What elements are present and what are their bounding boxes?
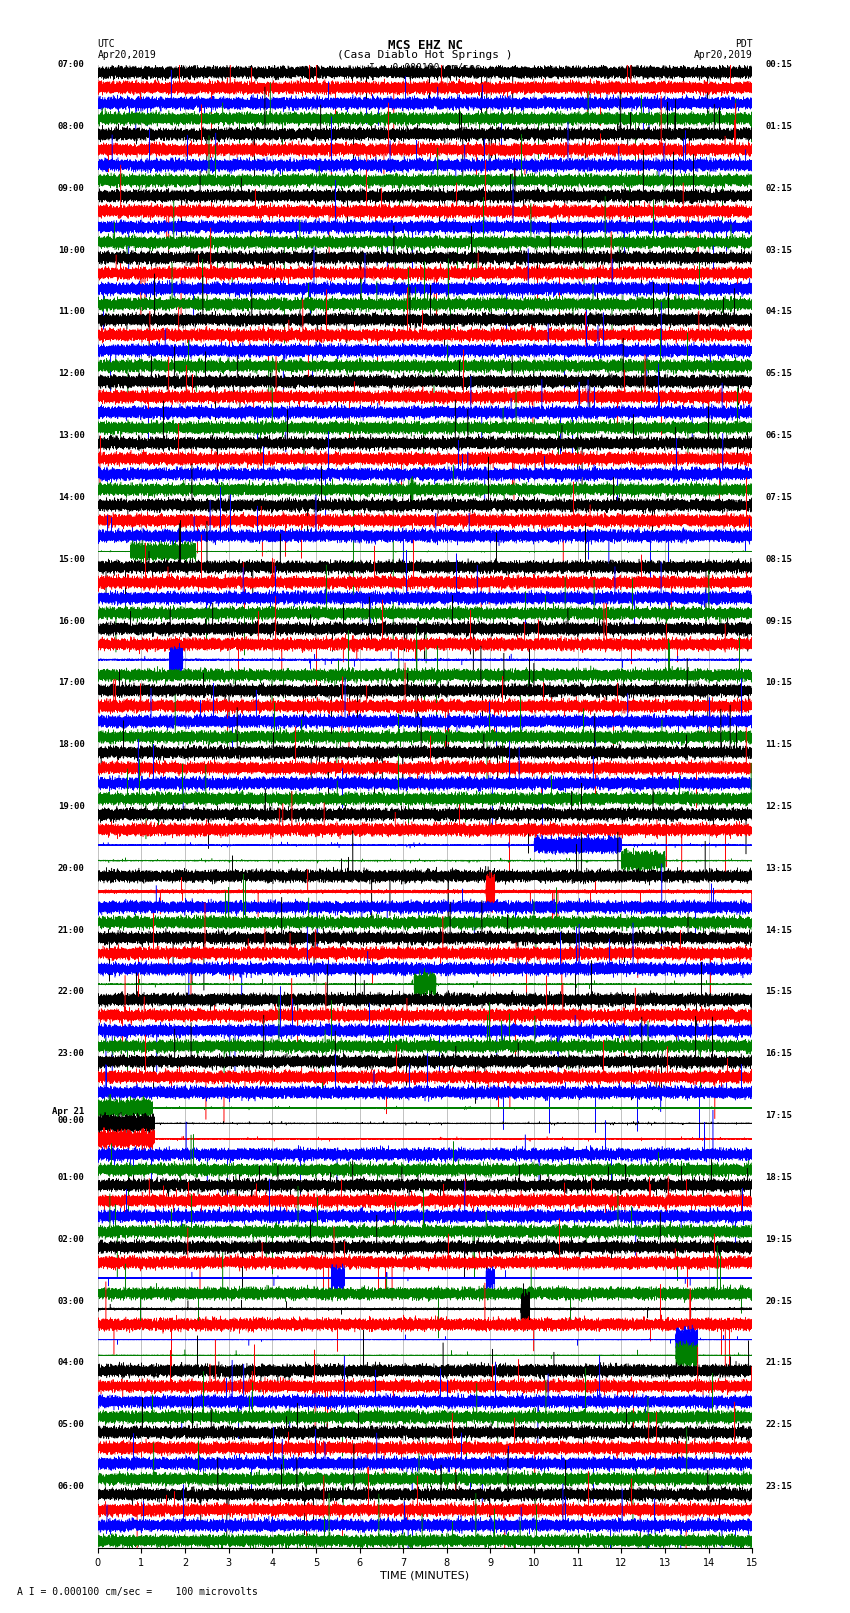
Text: 18:00: 18:00 [58, 740, 85, 748]
Text: MCS EHZ NC: MCS EHZ NC [388, 39, 462, 52]
Text: 15:00: 15:00 [58, 555, 85, 563]
Text: 09:15: 09:15 [765, 616, 792, 626]
Text: 22:15: 22:15 [765, 1421, 792, 1429]
Text: 08:00: 08:00 [58, 123, 85, 131]
Text: 00:15: 00:15 [765, 60, 792, 69]
Text: 20:15: 20:15 [765, 1297, 792, 1305]
Text: 01:15: 01:15 [765, 123, 792, 131]
Text: 05:00: 05:00 [58, 1421, 85, 1429]
Text: 11:15: 11:15 [765, 740, 792, 748]
Text: Apr20,2019: Apr20,2019 [98, 50, 156, 60]
Text: UTC: UTC [98, 39, 116, 48]
Text: 20:00: 20:00 [58, 865, 85, 873]
Text: 06:15: 06:15 [765, 431, 792, 440]
Text: Apr 21: Apr 21 [53, 1107, 85, 1116]
Text: Apr20,2019: Apr20,2019 [694, 50, 752, 60]
Text: 09:00: 09:00 [58, 184, 85, 192]
Text: 10:00: 10:00 [58, 245, 85, 255]
Text: 23:15: 23:15 [765, 1482, 792, 1490]
Text: 12:00: 12:00 [58, 369, 85, 377]
X-axis label: TIME (MINUTES): TIME (MINUTES) [381, 1571, 469, 1581]
Text: 21:00: 21:00 [58, 926, 85, 934]
Text: (Casa Diablo Hot Springs ): (Casa Diablo Hot Springs ) [337, 50, 513, 60]
Text: 13:00: 13:00 [58, 431, 85, 440]
Text: 02:00: 02:00 [58, 1236, 85, 1244]
Text: 19:00: 19:00 [58, 802, 85, 811]
Text: 17:00: 17:00 [58, 679, 85, 687]
Text: 04:00: 04:00 [58, 1358, 85, 1368]
Text: 07:15: 07:15 [765, 494, 792, 502]
Text: PDT: PDT [734, 39, 752, 48]
Text: 22:00: 22:00 [58, 987, 85, 997]
Text: 04:15: 04:15 [765, 308, 792, 316]
Text: 19:15: 19:15 [765, 1236, 792, 1244]
Text: 12:15: 12:15 [765, 802, 792, 811]
Text: 17:15: 17:15 [765, 1111, 792, 1119]
Text: 03:00: 03:00 [58, 1297, 85, 1305]
Text: 16:15: 16:15 [765, 1050, 792, 1058]
Text: 06:00: 06:00 [58, 1482, 85, 1490]
Text: 23:00: 23:00 [58, 1050, 85, 1058]
Text: 00:00: 00:00 [58, 1116, 85, 1124]
Text: 14:00: 14:00 [58, 494, 85, 502]
Text: 07:00: 07:00 [58, 60, 85, 69]
Text: 02:15: 02:15 [765, 184, 792, 192]
Text: 01:00: 01:00 [58, 1173, 85, 1182]
Text: 16:00: 16:00 [58, 616, 85, 626]
Text: 14:15: 14:15 [765, 926, 792, 934]
Text: I = 0.000100 cm/sec: I = 0.000100 cm/sec [369, 63, 481, 73]
Text: 03:15: 03:15 [765, 245, 792, 255]
Text: 05:15: 05:15 [765, 369, 792, 377]
Text: 11:00: 11:00 [58, 308, 85, 316]
Text: 10:15: 10:15 [765, 679, 792, 687]
Text: 08:15: 08:15 [765, 555, 792, 563]
Text: A I = 0.000100 cm/sec =    100 microvolts: A I = 0.000100 cm/sec = 100 microvolts [17, 1587, 258, 1597]
Text: 15:15: 15:15 [765, 987, 792, 997]
Text: 21:15: 21:15 [765, 1358, 792, 1368]
Text: 13:15: 13:15 [765, 865, 792, 873]
Text: 18:15: 18:15 [765, 1173, 792, 1182]
